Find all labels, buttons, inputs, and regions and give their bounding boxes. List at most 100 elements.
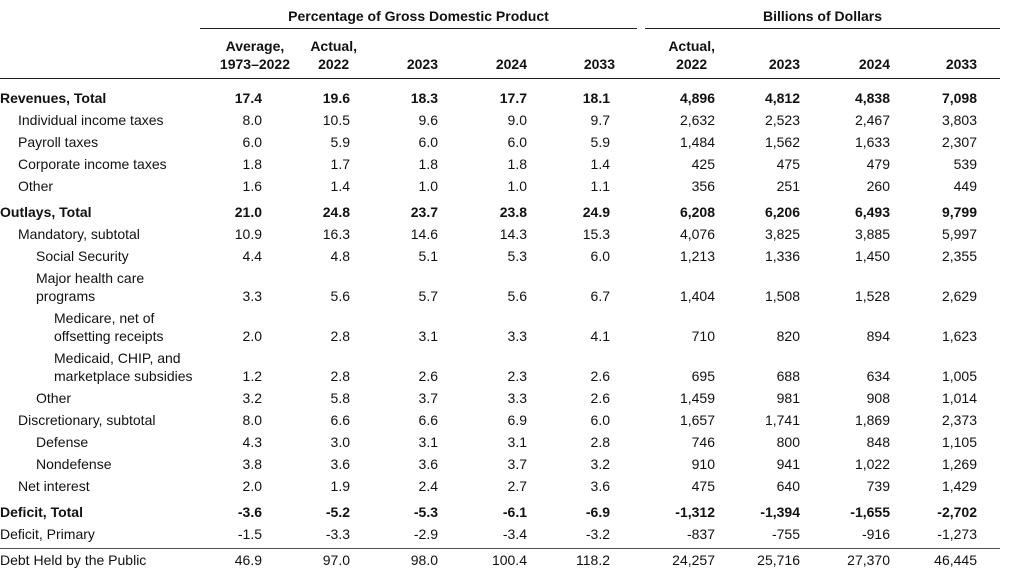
cell-value: -2,702 (937, 504, 977, 520)
row-label: Corporate income taxes (18, 156, 167, 172)
cell-value: 1.8 (242, 156, 262, 172)
group-rule (200, 28, 637, 29)
cell-value: 1,741 (764, 412, 800, 428)
column-header: 2033 (945, 56, 977, 72)
cell-value: 25,716 (757, 552, 800, 568)
cell-value: 640 (776, 478, 800, 494)
cell-value: 1.8 (507, 156, 527, 172)
cell-value: 5.6 (330, 288, 350, 304)
cell-value: 908 (866, 390, 890, 406)
cell-value: -1.5 (237, 526, 262, 542)
cell-value: 3.7 (507, 456, 527, 472)
cell-value: 981 (776, 390, 800, 406)
row-label: Major health care programs (36, 270, 145, 304)
cell-value: 46,445 (934, 552, 977, 568)
cell-value: 688 (776, 368, 800, 384)
cell-value: 118.2 (576, 552, 610, 568)
cell-value: -5.2 (325, 504, 350, 520)
cell-value: -837 (686, 526, 715, 542)
cell-value: 2,632 (679, 112, 715, 128)
cell-value: 27,370 (847, 552, 890, 568)
cell-value: 1.4 (330, 178, 350, 194)
cell-value: -3.4 (502, 526, 527, 542)
cell-value: 3.2 (242, 390, 262, 406)
cell-value: 15.3 (582, 226, 610, 242)
row-label: Medicare, net of offsetting receipts (54, 310, 164, 344)
column-header: Average, 1973–2022 (219, 38, 290, 72)
cell-value: 6.0 (590, 412, 610, 428)
row-label: Deficit, Total (0, 504, 83, 520)
cell-value: 6.9 (507, 412, 527, 428)
cell-value: 6.0 (418, 134, 438, 150)
cell-value: 1,623 (941, 328, 977, 344)
cell-value: 2,373 (941, 412, 977, 428)
row-label: Nondefense (36, 456, 112, 472)
cell-value: 1,450 (854, 248, 890, 264)
cell-value: 8.0 (242, 412, 262, 428)
cell-value: 1,404 (679, 288, 715, 304)
cell-value: 910 (691, 456, 715, 472)
cell-value: 5,997 (941, 226, 977, 242)
cell-value: 4.3 (242, 434, 262, 450)
cell-value: 5.3 (507, 248, 527, 264)
cell-value: 4.1 (590, 328, 610, 344)
cell-value: 4,812 (764, 90, 800, 106)
cell-value: 475 (691, 478, 715, 494)
cell-value: -5.3 (413, 504, 438, 520)
cell-value: 1.2 (242, 368, 262, 384)
cell-value: 1,869 (854, 412, 890, 428)
cell-value: 3.1 (418, 434, 438, 450)
cell-value: -3.2 (585, 526, 610, 542)
cell-value: 7,098 (941, 90, 977, 106)
cell-value: 941 (776, 456, 800, 472)
cell-value: -916 (861, 526, 890, 542)
cell-value: 3,885 (854, 226, 890, 242)
cell-value: 356 (691, 178, 715, 194)
row-label: Payroll taxes (18, 134, 99, 150)
cell-value: -1,655 (850, 504, 890, 520)
cell-value: 251 (776, 178, 800, 194)
cell-value: 24.8 (322, 204, 350, 220)
cell-value: 710 (691, 328, 715, 344)
cell-value: 3.6 (590, 478, 610, 494)
row-label: Discretionary, subtotal (18, 412, 156, 428)
cell-value: 3.8 (242, 456, 262, 472)
cell-value: 19.6 (322, 90, 350, 106)
cell-value: 14.3 (499, 226, 527, 242)
cell-value: -3.3 (325, 526, 350, 542)
cell-value: 6.6 (330, 412, 350, 428)
cell-value: 539 (953, 156, 977, 172)
cell-value: 2.8 (590, 434, 610, 450)
cell-value: 6,208 (679, 204, 715, 220)
cell-value: 260 (866, 178, 890, 194)
cell-value: 2.0 (242, 478, 262, 494)
cell-value: 1,022 (854, 456, 890, 472)
cell-value: 2,467 (854, 112, 890, 128)
cell-value: 9.6 (418, 112, 438, 128)
cell-value: 820 (776, 328, 800, 344)
cell-value: 18.1 (582, 90, 610, 106)
cell-value: 1.7 (330, 156, 350, 172)
row-label: Other (36, 390, 72, 406)
cell-value: 4,076 (679, 226, 715, 242)
cell-value: 739 (866, 478, 890, 494)
cell-value: 2.7 (507, 478, 527, 494)
cell-value: 4.4 (242, 248, 262, 264)
cell-value: 21.0 (234, 204, 262, 220)
footer-rule (0, 548, 1000, 549)
cell-value: 1,657 (679, 412, 715, 428)
cell-value: 6.0 (590, 248, 610, 264)
cell-value: 1,508 (764, 288, 800, 304)
cell-value: 9.0 (507, 112, 527, 128)
cell-value: 2.8 (330, 368, 350, 384)
cell-value: -6.9 (585, 504, 610, 520)
cell-value: 1.1 (590, 178, 610, 194)
cell-value: 4,896 (679, 90, 715, 106)
cell-value: 2,523 (764, 112, 800, 128)
cell-value: -1,394 (760, 504, 800, 520)
cell-value: 4.8 (330, 248, 350, 264)
row-label: Social Security (36, 248, 129, 264)
cell-value: 16.3 (322, 226, 350, 242)
cell-value: 2.4 (418, 478, 438, 494)
cell-value: 425 (691, 156, 715, 172)
